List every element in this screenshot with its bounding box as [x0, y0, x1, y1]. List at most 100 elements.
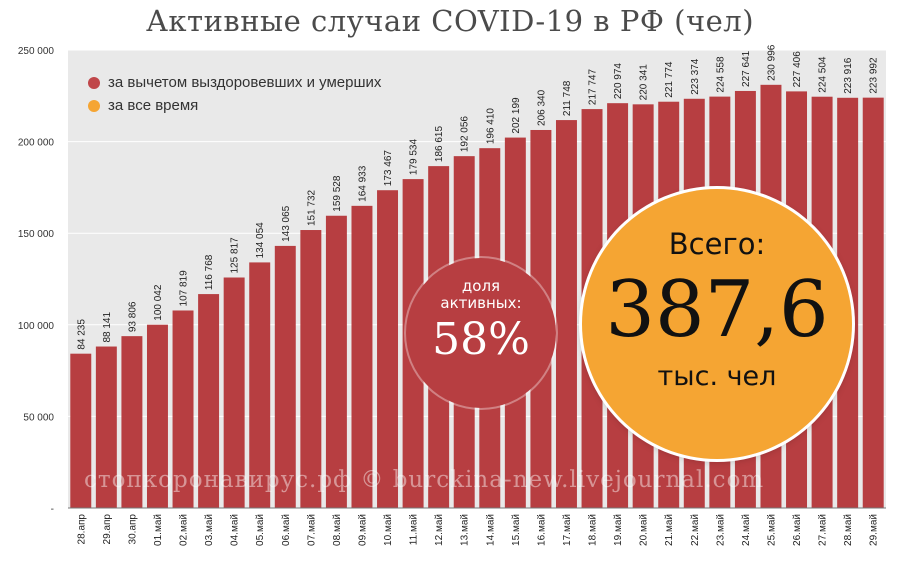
- x-tick-label: 06.май: [281, 514, 292, 546]
- chart-title: Активные случаи COVID-19 в РФ (чел): [145, 4, 755, 38]
- bar-value-label: 220 974: [613, 63, 624, 100]
- legend-label-total: за все время: [108, 97, 199, 114]
- bar: [146, 324, 168, 508]
- x-tick-label: 22.май: [690, 514, 701, 546]
- y-tick-label: 250 000: [18, 46, 55, 57]
- bar-value-label: 224 504: [818, 56, 829, 93]
- bar-value-label: 196 410: [485, 108, 496, 145]
- bar: [325, 215, 347, 509]
- bar-value-label: 206 340: [536, 89, 547, 126]
- x-tick-label: 03.май: [204, 514, 215, 546]
- x-tick-label: 10.май: [383, 514, 394, 546]
- x-tick-label: 02.май: [179, 514, 190, 546]
- bar-value-label: 223 916: [843, 57, 854, 94]
- legend-item-total: за все время: [88, 97, 198, 114]
- x-tick-label: 18.май: [588, 514, 599, 546]
- bar-value-label: 125 817: [230, 237, 241, 274]
- bar-value-label: 159 528: [332, 175, 343, 212]
- bar-value-label: 223 374: [690, 58, 701, 95]
- bar-value-label: 93 806: [127, 301, 138, 332]
- bar-value-label: 107 819: [179, 270, 190, 307]
- total-badge: Всего: 387,6 тыс. чел: [582, 189, 852, 459]
- bar: [121, 336, 143, 508]
- x-tick-label: 05.май: [255, 514, 266, 546]
- bar: [300, 230, 322, 508]
- x-tick-label: 12.май: [434, 514, 445, 546]
- bar-value-label: 143 065: [281, 205, 292, 242]
- bar: [555, 120, 577, 508]
- legend-dot-red-icon: [88, 76, 100, 89]
- share-value: 58%: [432, 314, 530, 365]
- bar-value-label: 173 467: [383, 150, 394, 187]
- y-tick-label: 150 000: [18, 229, 55, 240]
- y-tick-label: 100 000: [18, 321, 55, 332]
- x-tick-label: 07.май: [306, 514, 317, 546]
- bar: [274, 245, 296, 509]
- bar-value-label: 202 199: [511, 97, 522, 134]
- x-tick-label: 04.май: [230, 514, 241, 546]
- x-tick-label: 30.апр: [127, 514, 138, 545]
- x-tick-label: 08.май: [332, 514, 343, 546]
- bar-value-label: 134 054: [255, 222, 266, 259]
- x-tick-label: 13.май: [460, 514, 471, 546]
- x-tick-label: 28.май: [843, 514, 854, 546]
- x-tick-label: 24.май: [741, 514, 752, 546]
- y-tick-label: 50 000: [23, 412, 54, 423]
- x-tick-label: 11.май: [409, 514, 420, 545]
- share-label-line1: доля: [461, 277, 501, 295]
- x-tick-label: 25.май: [766, 514, 777, 546]
- bar: [862, 97, 884, 508]
- bar-value-label: 227 406: [792, 51, 803, 88]
- share-label-line2: активных:: [440, 294, 522, 312]
- x-tick-label: 23.май: [715, 514, 726, 546]
- x-tick-label: 21.май: [664, 514, 675, 546]
- x-tick-label: 27.май: [818, 514, 829, 546]
- bar-value-label: 211 748: [562, 80, 573, 116]
- y-tick-label: 200 000: [18, 138, 55, 149]
- bar: [198, 294, 220, 508]
- bar-value-label: 88 141: [102, 312, 113, 343]
- y-tick-label: -: [51, 504, 54, 515]
- bar-value-label: 223 992: [869, 57, 880, 94]
- x-tick-label: 15.май: [511, 514, 522, 546]
- bar-value-label: 179 534: [409, 139, 420, 176]
- x-tick-label: 19.май: [613, 514, 624, 546]
- x-tick-label: 16.май: [536, 514, 547, 546]
- bar-value-label: 220 341: [639, 64, 650, 101]
- legend-label-active: за вычетом выздоровевших и умерших: [108, 74, 382, 91]
- total-unit: тыс. чел: [657, 361, 777, 392]
- total-value: 387,6: [605, 265, 829, 355]
- bar: [377, 190, 399, 509]
- x-tick-label: 14.май: [485, 514, 496, 546]
- bar: [249, 262, 271, 508]
- bar-value-label: 151 732: [306, 189, 317, 226]
- bar: [70, 353, 92, 508]
- x-tick-label: 28.апр: [76, 514, 87, 545]
- bar-value-label: 224 558: [715, 56, 726, 93]
- bar: [223, 277, 245, 508]
- bar-value-label: 217 747: [588, 69, 599, 106]
- bar-value-label: 192 056: [460, 116, 471, 153]
- bar-value-label: 186 615: [434, 126, 445, 163]
- bar: [172, 310, 194, 508]
- x-tick-label: 20.май: [639, 514, 650, 546]
- total-label: Всего:: [668, 227, 766, 261]
- bar-value-label: 100 042: [153, 284, 164, 321]
- bar-value-label: 84 235: [76, 319, 87, 350]
- bar: [95, 346, 117, 508]
- x-tick-label: 29.апр: [102, 514, 113, 545]
- bar-value-label: 230 996: [766, 44, 777, 81]
- bar-value-label: 221 774: [664, 61, 675, 98]
- bar-value-label: 116 768: [204, 254, 215, 290]
- watermark: стопкоронавирус.рф © burckina-new.livejo…: [84, 467, 765, 493]
- x-tick-label: 17.май: [562, 514, 573, 546]
- legend-item-active: за вычетом выздоровевших и умерших: [88, 74, 381, 91]
- bar-value-label: 227 641: [741, 50, 752, 87]
- x-tick-label: 09.май: [357, 514, 368, 546]
- x-tick-label: 26.май: [792, 514, 803, 546]
- x-tick-label: 29.май: [869, 514, 880, 546]
- x-tick-label: 01.май: [153, 514, 164, 546]
- legend-dot-orange-icon: [88, 99, 100, 112]
- bar: [351, 205, 373, 508]
- bar-value-label: 164 933: [357, 165, 368, 202]
